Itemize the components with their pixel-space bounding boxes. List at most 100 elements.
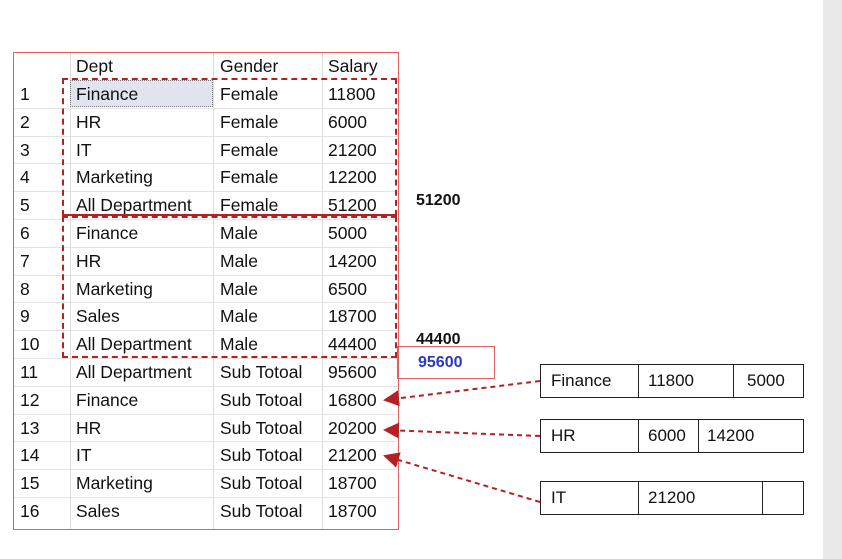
selected-cell[interactable] (70, 80, 213, 107)
salary-cell[interactable]: 12200 (328, 167, 377, 188)
dept-cell[interactable]: HR (76, 111, 102, 132)
gender-cell[interactable]: Male (220, 223, 258, 243)
breakdown-divider (638, 482, 639, 514)
row-divider (14, 330, 398, 332)
table-row[interactable]: 9 Sales Male 18700 (14, 302, 398, 330)
salary-cell[interactable]: 18700 (328, 306, 377, 327)
dept-cell[interactable]: Marketing (76, 473, 153, 494)
gender-cell[interactable]: Sub Totoal (220, 473, 303, 494)
gender-cell[interactable]: Male (220, 278, 258, 299)
column-header-dept[interactable]: Dept (76, 56, 113, 76)
table-row[interactable]: 2 HR Female 6000 (14, 108, 398, 136)
row-number: 16 (20, 501, 40, 521)
row-divider (14, 163, 398, 165)
gender-cell[interactable]: Female (220, 195, 279, 216)
dept-cell[interactable]: Sales (76, 501, 120, 521)
breakdown-dept: IT (551, 488, 567, 507)
salary-cell[interactable]: 6500 (328, 278, 367, 299)
grid-divider (70, 53, 71, 529)
grid-divider (213, 53, 214, 529)
dept-cell[interactable]: HR (76, 417, 102, 438)
row-number: 15 (20, 473, 40, 494)
row-number: 12 (20, 389, 40, 410)
finance-arrow (383, 380, 541, 407)
breakdown-value: 21200 (648, 488, 696, 507)
row-number: 6 (20, 223, 30, 243)
table-row[interactable]: 4 Marketing Female 12200 (14, 163, 398, 191)
row-divider (14, 135, 398, 137)
salary-cell[interactable]: 18700 (328, 473, 377, 494)
row-number: 14 (20, 445, 40, 466)
row-divider (14, 413, 398, 415)
salary-cell[interactable]: 16800 (328, 389, 377, 410)
dept-cell[interactable]: IT (76, 139, 92, 160)
table-row[interactable]: 6 Finance Male 5000 (14, 219, 398, 247)
table-row[interactable]: 16 Sales Sub Totoal 18700 (14, 497, 398, 525)
dept-cell[interactable]: Sales (76, 306, 120, 327)
row-number: 4 (20, 167, 30, 188)
salary-cell[interactable]: 21200 (328, 445, 377, 466)
table-row[interactable]: 3 IT Female 21200 (14, 136, 398, 164)
table-row[interactable]: 8 Marketing Male 6500 (14, 275, 398, 303)
table-row[interactable]: 10 All Department Male 44400 (14, 330, 398, 358)
vertical-scrollbar[interactable] (823, 0, 842, 559)
gender-cell[interactable]: Female (220, 167, 279, 188)
table-row[interactable]: 1 Finance Female 11800 (14, 80, 398, 108)
row-divider (14, 469, 398, 471)
gender-cell[interactable]: Male (220, 334, 258, 355)
row-number: 5 (20, 195, 30, 216)
salary-cell[interactable]: 6000 (328, 111, 367, 132)
gender-cell[interactable]: Sub Totoal (220, 445, 303, 466)
salary-cell[interactable]: 11800 (328, 84, 376, 104)
dept-cell[interactable]: All Department (76, 195, 192, 216)
gender-cell[interactable]: Sub Totoal (220, 362, 303, 382)
table-row[interactable]: 5 All Department Female 51200 (14, 191, 398, 219)
table-row[interactable]: 7 HR Male 14200 (14, 247, 398, 275)
salary-cell[interactable]: 21200 (328, 139, 377, 160)
row-number: 9 (20, 306, 30, 327)
dept-cell[interactable]: Finance (76, 84, 139, 104)
gender-cell[interactable]: Female (220, 84, 279, 104)
dept-cell[interactable]: Marketing (76, 167, 153, 188)
gender-cell[interactable]: Female (220, 111, 279, 132)
salary-cell[interactable]: 14200 (328, 250, 377, 271)
breakdown-table-it: IT 21200 (540, 481, 804, 515)
salary-cell[interactable]: 95600 (328, 362, 377, 382)
gender-cell[interactable]: Male (220, 250, 258, 271)
table-row[interactable]: 15 Marketing Sub Totoal 18700 (14, 469, 398, 497)
table-row[interactable]: 14 IT Sub Totoal 21200 (14, 441, 398, 469)
gender-cell[interactable]: Sub Totoal (220, 389, 303, 410)
dept-cell[interactable]: Finance (76, 223, 139, 243)
table-row[interactable]: 12 Finance Sub Totoal 16800 (14, 386, 398, 414)
breakdown-dept: HR (551, 426, 576, 445)
gender-cell[interactable]: Sub Totoal (220, 501, 303, 521)
salary-cell[interactable]: 51200 (328, 195, 377, 216)
gender-cell[interactable]: Male (220, 306, 258, 327)
dept-cell[interactable]: Finance (76, 389, 139, 410)
table-row[interactable]: 13 HR Sub Totoal 20200 (14, 414, 398, 442)
gender-cell[interactable]: Sub Totoal (220, 417, 303, 438)
row-number: 3 (20, 139, 30, 160)
dept-cell[interactable]: IT (76, 445, 92, 466)
breakdown-divider (733, 365, 734, 397)
salary-cell[interactable]: 44400 (328, 334, 377, 355)
salary-cell[interactable]: 20200 (328, 417, 377, 438)
row-number: 7 (20, 250, 30, 271)
salary-cell[interactable]: 18700 (328, 501, 377, 521)
dept-cell[interactable]: All Department (76, 334, 192, 355)
grid-divider (322, 53, 323, 529)
row-number: 13 (20, 417, 40, 438)
row-number: 11 (20, 362, 39, 382)
dept-cell[interactable]: All Department (76, 362, 192, 382)
results-grid: Dept Gender Salary 1 Finance Female 11800 2 H… (13, 52, 399, 530)
column-header-salary[interactable]: Salary (328, 56, 378, 76)
row-divider (14, 441, 398, 443)
gender-cell[interactable]: Female (220, 139, 279, 160)
dept-cell[interactable]: HR (76, 250, 102, 271)
it-arrow (383, 452, 541, 503)
table-row[interactable]: 11 All Department Sub Totoal 95600 (14, 358, 398, 386)
salary-cell[interactable]: 5000 (328, 223, 367, 243)
column-header-gender[interactable]: Gender (220, 56, 279, 76)
dept-cell[interactable]: Marketing (76, 278, 153, 299)
